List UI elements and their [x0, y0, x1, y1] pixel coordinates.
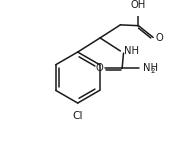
Text: NH: NH [143, 63, 158, 73]
Text: NH: NH [124, 46, 139, 56]
Text: Cl: Cl [72, 111, 83, 121]
Text: OH: OH [131, 0, 146, 10]
Text: 2: 2 [151, 68, 155, 74]
Text: O: O [155, 33, 163, 43]
Text: O: O [95, 63, 103, 73]
